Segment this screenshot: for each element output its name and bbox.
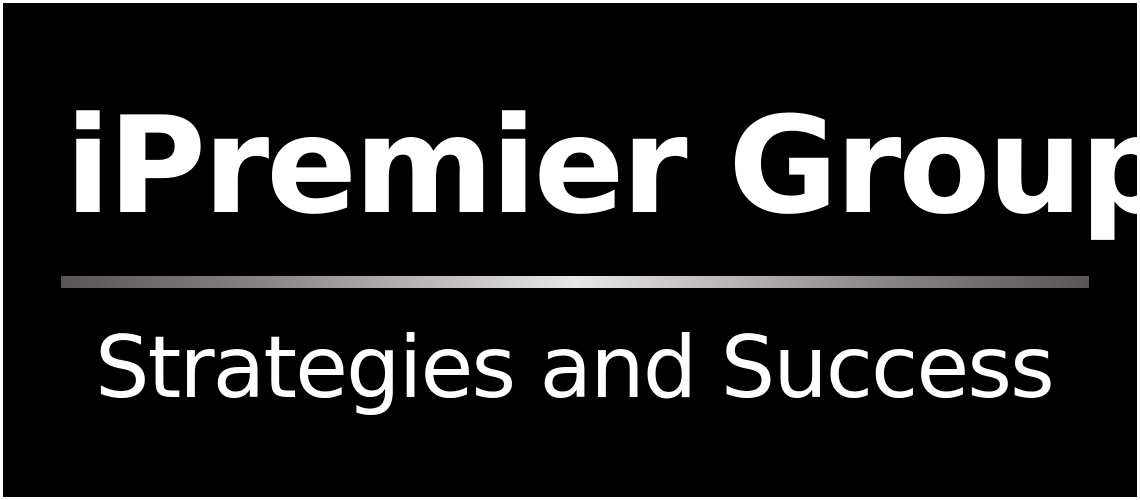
logo-card: iPremier Group Strategies and Success [3,3,1137,497]
logo-divider [61,276,1089,288]
logo-tagline: Strategies and Success [95,318,1055,418]
logo-title: iPremier Group [65,88,1137,244]
